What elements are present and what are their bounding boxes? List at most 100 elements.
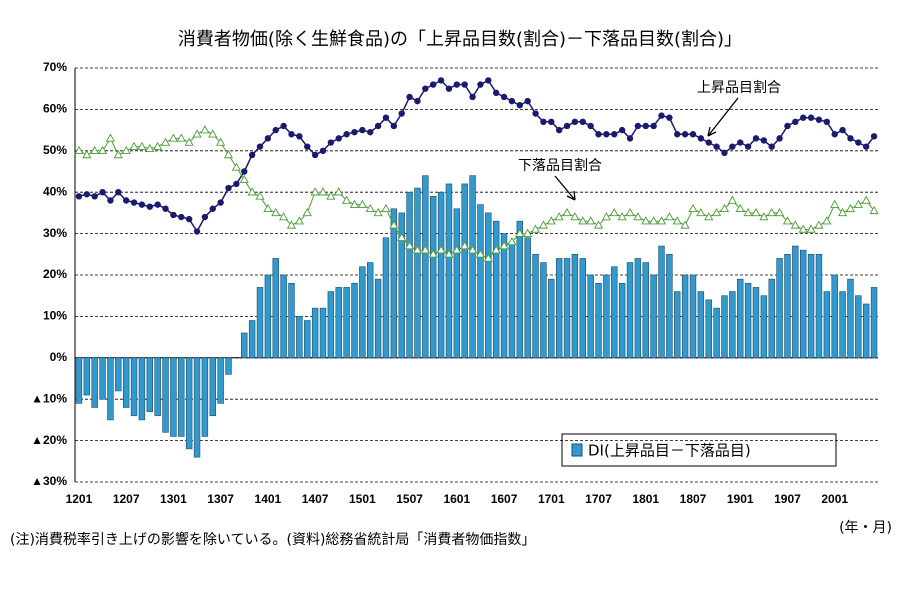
bar [823,291,831,359]
point [790,220,800,229]
bar [162,357,169,433]
point [272,126,279,134]
point [263,203,273,213]
point [540,118,547,126]
bar [516,220,524,359]
point [105,133,115,142]
point [444,249,454,258]
y-tick-label: 20% [43,267,67,281]
point [853,199,863,208]
bar [367,262,374,359]
point [130,199,138,206]
point [515,228,525,237]
point [302,207,312,217]
bar [721,295,728,359]
point [696,207,706,217]
bar [178,357,185,437]
point [782,216,793,225]
point [294,216,304,225]
point [649,216,659,225]
point [145,143,155,152]
point [838,207,848,217]
point [436,245,446,254]
point [792,118,799,126]
x-tick-label: 1601 [443,492,470,506]
point [784,122,791,130]
bar [469,175,476,359]
point [280,122,287,130]
point [74,145,84,155]
y-tick-label: 70% [43,60,67,74]
point [759,212,769,221]
bar [744,282,752,359]
bar [737,278,744,359]
point [146,203,153,210]
point [154,201,161,208]
point [304,143,311,150]
bar [705,299,712,359]
bar [485,212,492,359]
point [176,133,186,142]
point [367,128,374,136]
point [296,133,303,140]
point [579,118,586,126]
bar [870,287,878,359]
point [532,110,539,117]
point [83,191,91,198]
point [830,199,840,208]
point [223,150,234,159]
point [414,97,421,105]
bar [555,258,563,359]
point [768,143,775,150]
line [78,129,875,260]
bar [422,175,429,359]
bar [288,282,295,359]
point [326,191,336,200]
point [247,187,257,196]
point [743,207,753,217]
note: (注)消費税率引き上げの影響を除いている。(資料)総務省統計局「消費者物価指数」 [10,531,535,548]
point [357,199,367,208]
x-tick-label: 1801 [632,492,659,506]
bar [193,357,201,458]
point [460,241,470,250]
y-tick-label: 40% [43,184,67,198]
point [548,118,555,126]
point [343,131,350,138]
annotation: 下落品目割合 [518,157,602,174]
point [170,211,177,219]
point [201,213,209,221]
point [185,215,193,223]
point [327,139,335,146]
point [760,137,768,144]
point [405,241,415,250]
point [445,85,453,92]
y-tick-label: ▲10% [31,391,67,405]
point [477,81,484,88]
point [193,228,201,235]
point [382,114,390,121]
point [751,207,761,217]
point [712,207,722,217]
point [483,253,493,262]
point [279,212,289,221]
bar [429,196,437,359]
bar [241,332,248,359]
point [412,245,423,254]
point [162,205,169,212]
point [593,220,604,229]
point [217,199,224,206]
x-tick-label: 1207 [113,492,140,506]
point [239,174,249,184]
point [365,203,375,213]
bar [571,254,579,359]
point [798,224,808,233]
point [422,85,429,92]
point [869,205,879,215]
line [78,79,875,233]
point [406,93,413,101]
point [681,131,689,138]
bar [697,291,705,359]
point [255,191,265,200]
